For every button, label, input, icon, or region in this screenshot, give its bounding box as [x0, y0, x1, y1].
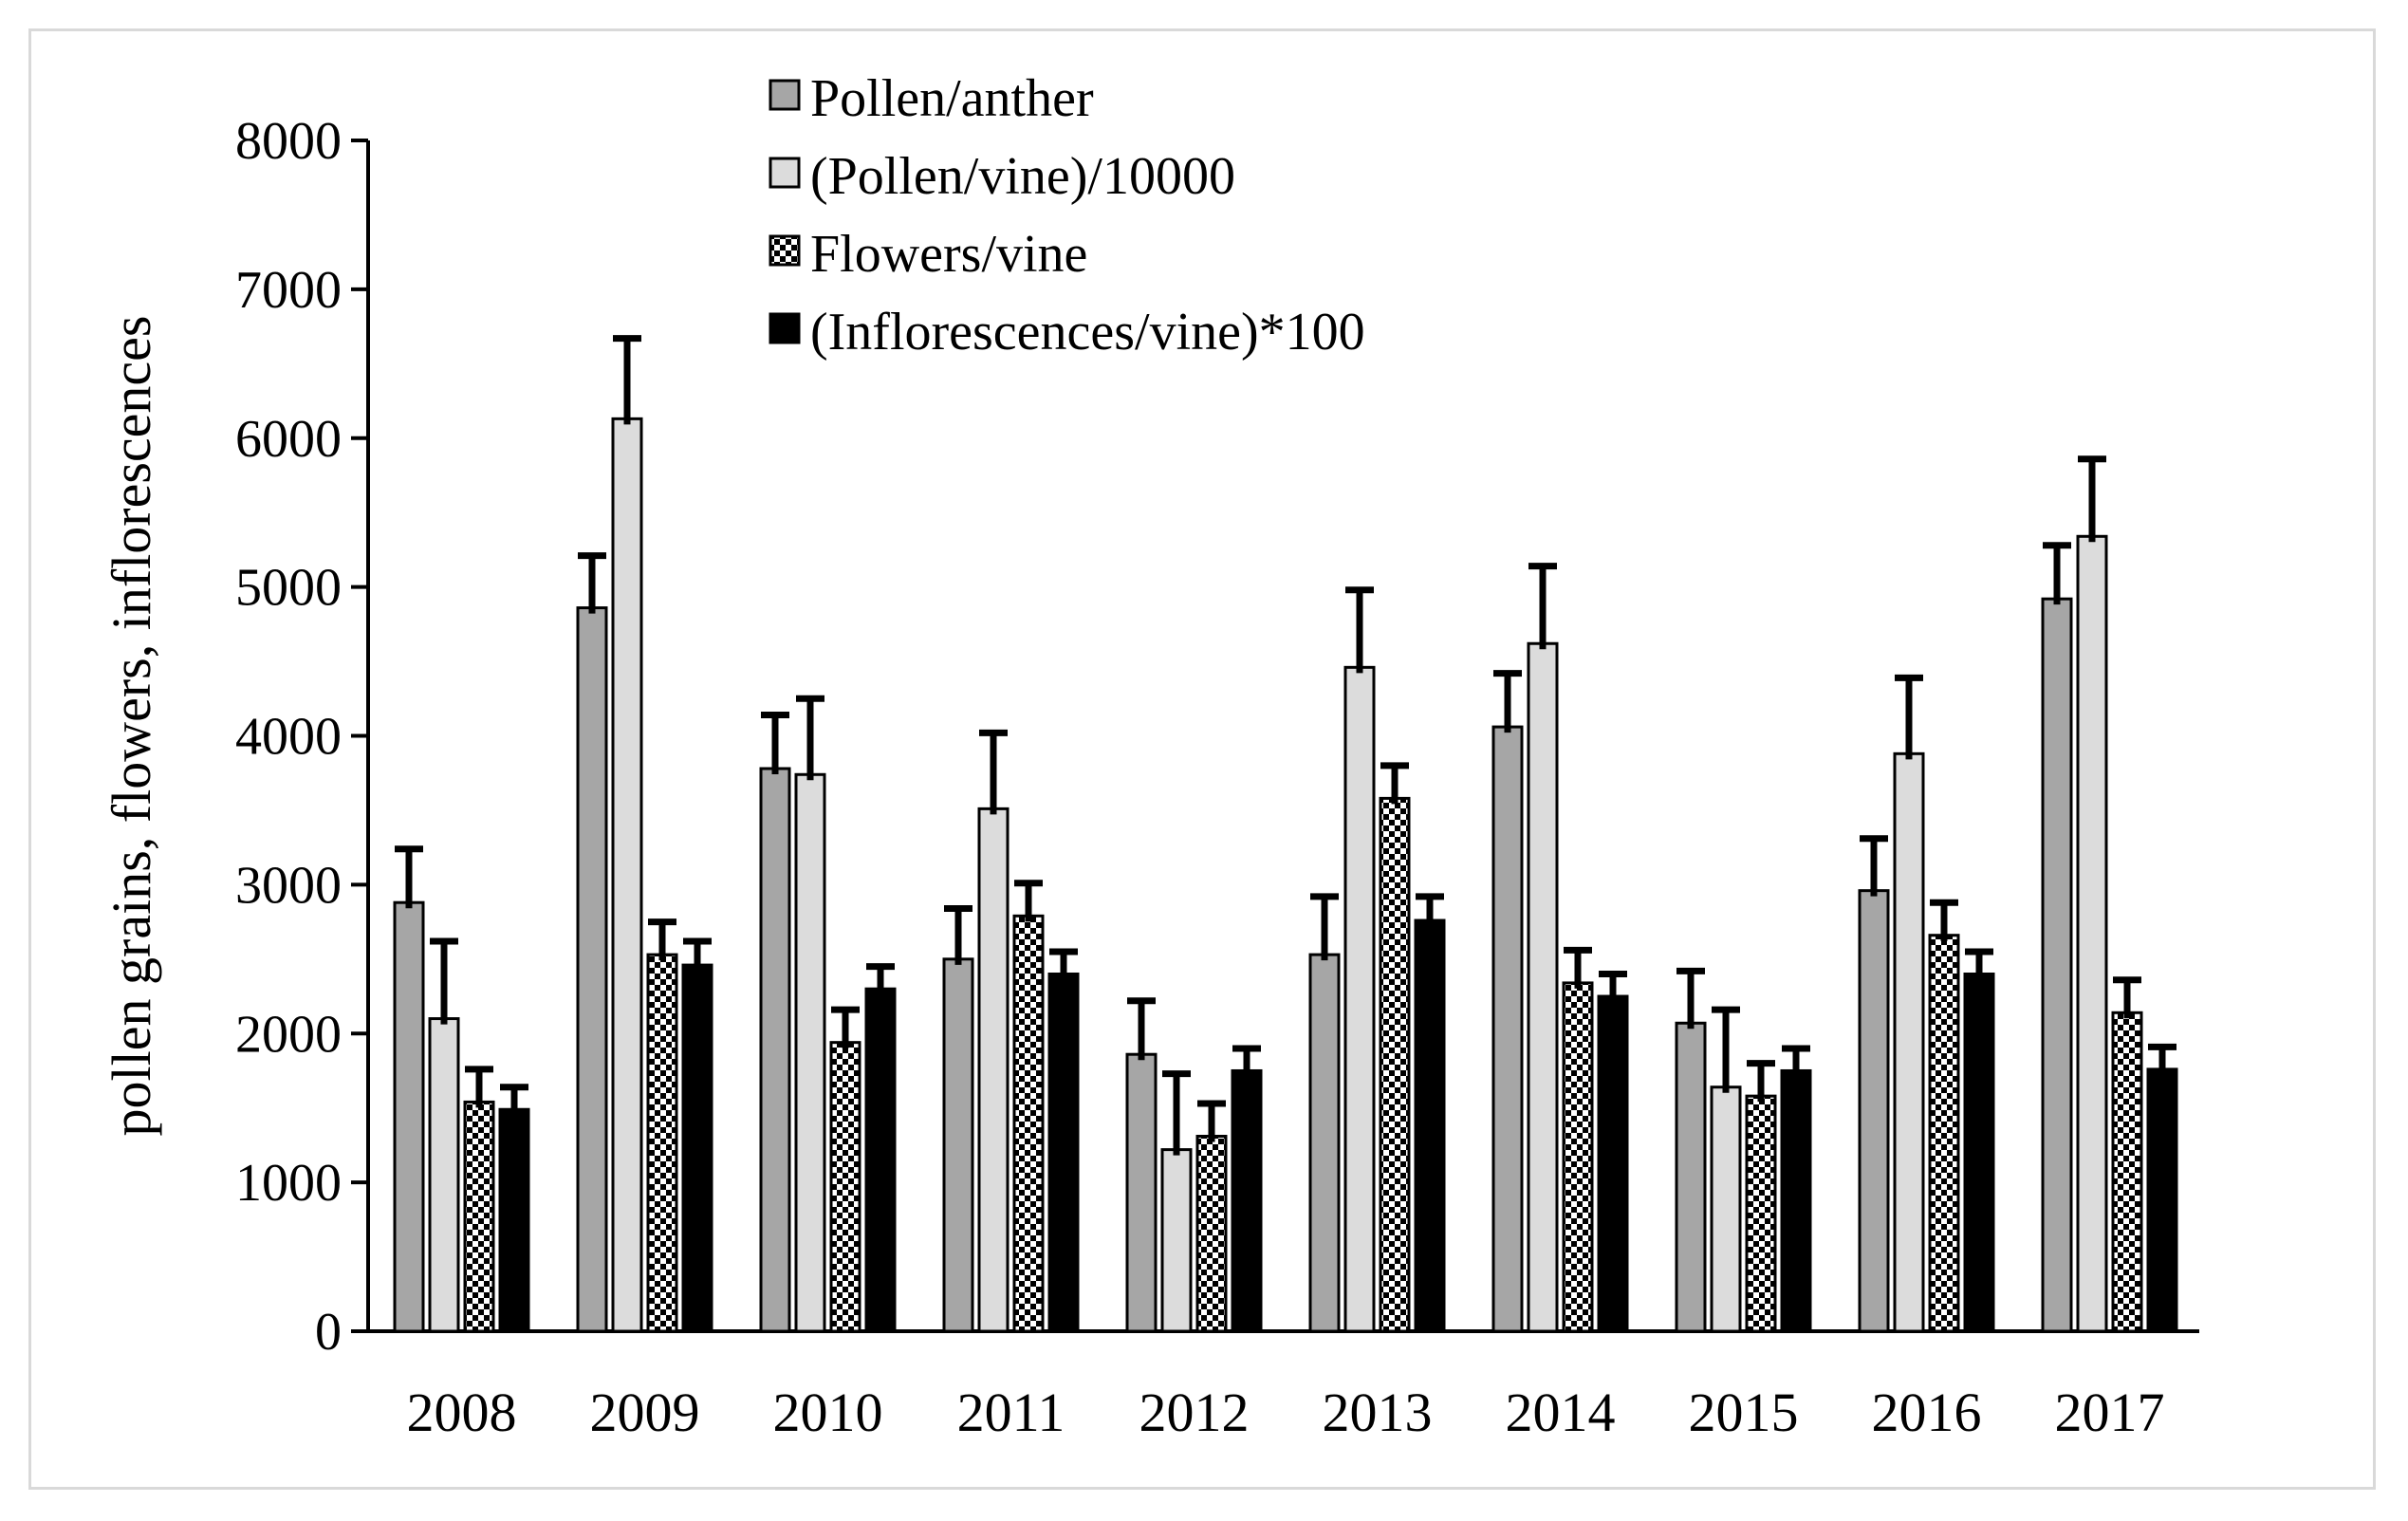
x-tick-label: 2008 [407, 1382, 517, 1443]
bar [1231, 1068, 1263, 1333]
y-tick-label: 5000 [235, 559, 342, 618]
bars [393, 417, 2178, 1333]
x-tick-label: 2010 [773, 1382, 883, 1443]
bar [1491, 725, 1524, 1333]
y-tick-label: 4000 [235, 708, 342, 767]
legend-swatch [769, 234, 801, 267]
bar [1858, 889, 1890, 1333]
x-tick-label: 2011 [957, 1382, 1065, 1443]
bar [1047, 973, 1080, 1333]
bar [1710, 1085, 1742, 1333]
legend: Pollen/anther (Pollen/vine)/10000 Flowers/… [769, 69, 1365, 362]
bar [611, 417, 643, 1333]
bar [2041, 597, 2073, 1333]
x-tick-label: 2016 [1872, 1382, 1982, 1443]
bar [463, 1100, 495, 1333]
bar [829, 1041, 861, 1333]
bar [646, 953, 678, 1333]
bar [794, 772, 826, 1333]
bar [1597, 994, 1629, 1333]
bar [576, 606, 608, 1333]
bar [759, 767, 791, 1333]
x-tick-label: 2015 [1689, 1382, 1799, 1443]
y-tick-label: 8000 [235, 112, 342, 171]
bar [1745, 1094, 1777, 1333]
bar [393, 900, 425, 1333]
legend-swatch [769, 157, 801, 189]
bar [1343, 665, 1376, 1333]
y-tick-label: 6000 [235, 410, 342, 469]
error-bars [395, 335, 2176, 1156]
bar [1780, 1068, 1812, 1333]
x-tick-label: 2013 [1323, 1382, 1433, 1443]
x-tick-label: 2017 [2055, 1382, 2165, 1443]
legend-label: Flowers/vine [810, 225, 1087, 284]
legend-swatch [769, 79, 801, 111]
legend-label: Pollen/anther [810, 69, 1094, 128]
bar [2076, 534, 2108, 1333]
bar [681, 963, 713, 1333]
bar [1195, 1134, 1228, 1333]
y-tick-labels: 0 1000 2000 3000 4000 5000 6000 7000 8000 [235, 112, 342, 1362]
bar [1414, 918, 1446, 1333]
bar [1675, 1021, 1707, 1333]
legend-label: (Inflorescences/vine)*100 [810, 303, 1365, 362]
bar [977, 807, 1010, 1333]
x-tick-label: 2014 [1506, 1382, 1616, 1443]
bar [1562, 981, 1594, 1333]
legend-swatch [769, 312, 801, 344]
bar [1963, 973, 1995, 1333]
bar [1125, 1052, 1158, 1333]
bar [1012, 914, 1045, 1333]
bar [428, 1017, 460, 1333]
bar [1308, 953, 1341, 1333]
y-tick-label: 3000 [235, 856, 342, 915]
x-tick-labels: 2008 2009 2010 2011 2012 2013 2014 2015 2016 2017 [407, 1382, 2165, 1443]
bar [498, 1107, 530, 1333]
bar [864, 987, 897, 1333]
y-tick-label: 7000 [235, 261, 342, 320]
legend-label: (Pollen/vine)/10000 [810, 147, 1235, 206]
x-tick-label: 2012 [1139, 1382, 1250, 1443]
bar [2146, 1067, 2178, 1333]
bar [1160, 1148, 1193, 1333]
x-tick-label: 2009 [590, 1382, 700, 1443]
bar [942, 957, 974, 1333]
bar [1379, 796, 1411, 1333]
y-tick-label: 0 [315, 1303, 342, 1362]
bar [1527, 641, 1559, 1333]
y-axis-title: pollen grains, flowers, inflorescences [101, 316, 162, 1137]
y-tick-label: 1000 [235, 1154, 342, 1213]
bar [1928, 934, 1960, 1333]
y-tick-label: 2000 [235, 1005, 342, 1064]
bar [1893, 751, 1925, 1333]
bar [2111, 1011, 2143, 1333]
